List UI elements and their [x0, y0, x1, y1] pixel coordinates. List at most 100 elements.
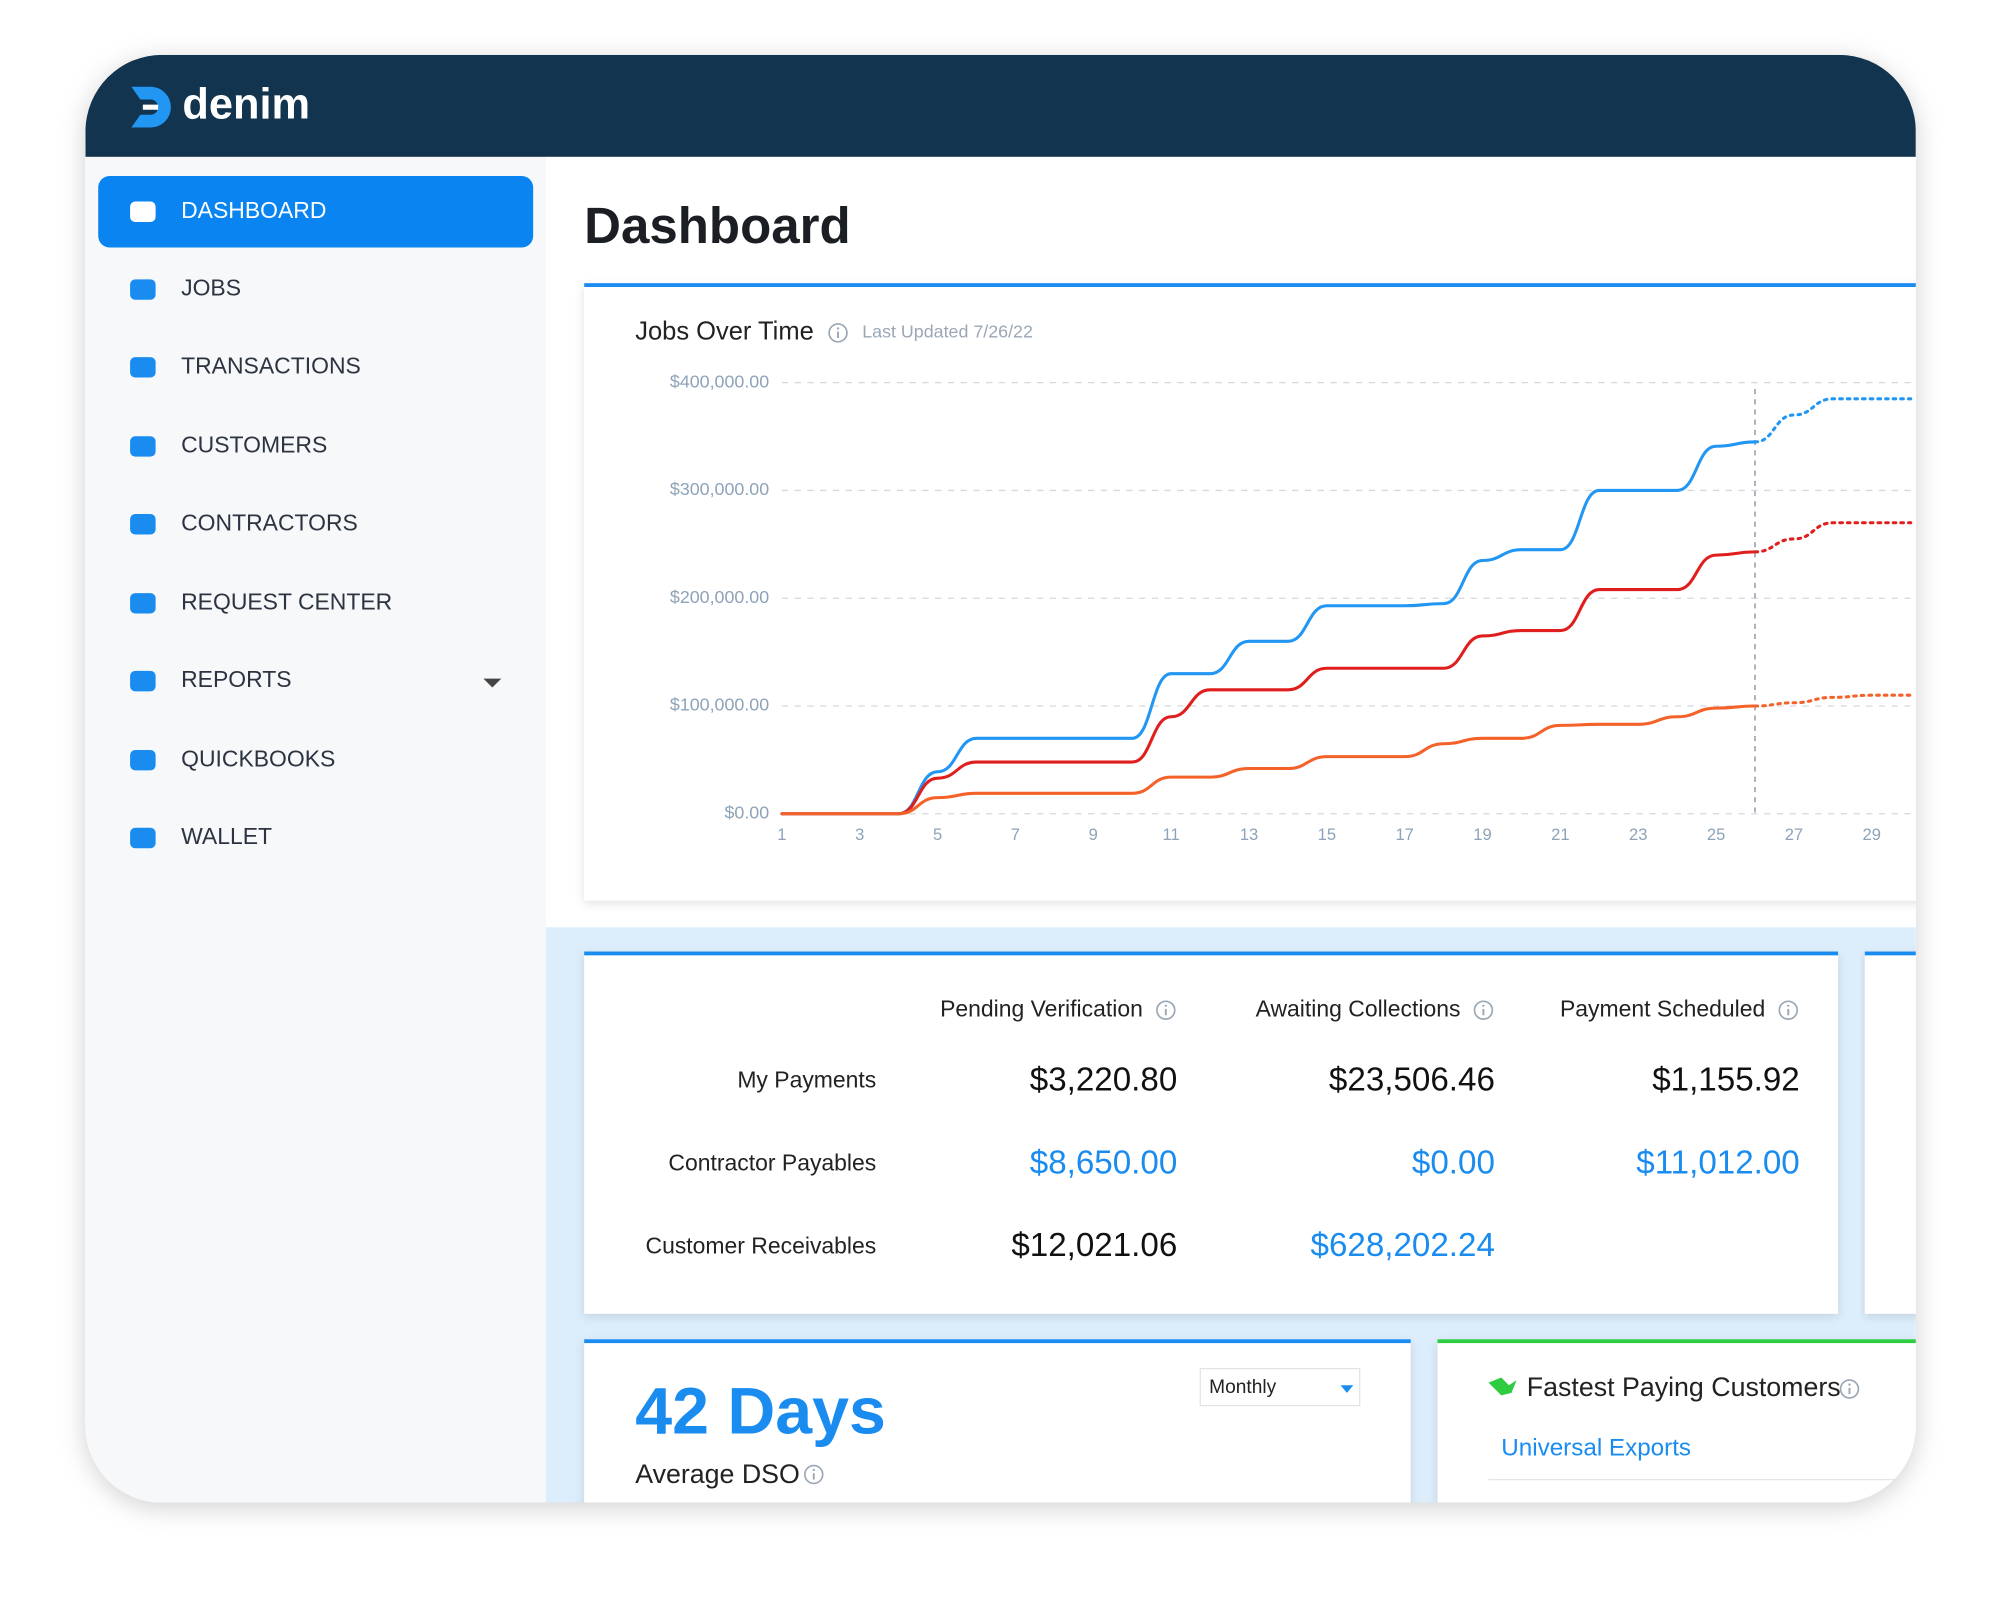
x-tick-label: 25 [1707, 825, 1725, 844]
row-label: Contractor Payables [668, 1150, 876, 1176]
x-tick-label: 29 [1863, 825, 1881, 844]
y-tick-label: $300,000.00 [670, 479, 769, 499]
amount: $11,012.00 [1636, 1144, 1799, 1181]
column-header: Payment Scheduled [1560, 995, 1765, 1021]
row-label: My Payments [737, 1067, 876, 1093]
sidebar [85, 156, 546, 1503]
x-tick-label: 3 [855, 825, 864, 844]
amount: $8,650.00 [1030, 1144, 1178, 1181]
info-icon [828, 323, 848, 343]
info-icon [1787, 1004, 1790, 1007]
amount: $3,220.80 [1030, 1061, 1178, 1098]
y-tick-label: $0.00 [724, 802, 769, 822]
series-line [780, 440, 1757, 816]
x-tick-label: 27 [1785, 825, 1803, 844]
nav-item[interactable]: WALLET [181, 823, 272, 849]
nav-item[interactable]: CONTRACTORS [181, 509, 358, 535]
nav-item[interactable]: TRANSACTIONS [181, 352, 361, 378]
nav-item[interactable]: JOBS [181, 275, 241, 301]
nav-icon[interactable] [130, 357, 156, 378]
info-icon [1473, 1000, 1494, 1020]
fastest-card [1437, 1340, 1916, 1503]
nav-icon[interactable] [130, 279, 156, 300]
brand: denim [182, 81, 310, 129]
dso-value: 42 Days [635, 1374, 886, 1448]
nav-icon[interactable] [130, 670, 156, 692]
x-tick-label: 7 [1011, 825, 1020, 844]
reports-caret[interactable] [483, 678, 502, 688]
x-tick-label: 15 [1318, 825, 1336, 844]
series-line [780, 550, 1757, 816]
info-icon [1164, 1004, 1167, 1007]
x-tick-label: 11 [1163, 825, 1180, 844]
x-tick-label: 19 [1473, 825, 1491, 844]
x-tick-label: 13 [1240, 825, 1258, 844]
x-tick-label: 1 [777, 825, 786, 844]
series-line [780, 704, 1757, 816]
period-value[interactable]: Monthly [1209, 1377, 1276, 1398]
logo-icon [131, 86, 171, 128]
card-border [584, 283, 1916, 287]
nav-item[interactable]: DASHBOARD [181, 197, 326, 223]
nav-item[interactable]: REQUEST CENTER [181, 588, 392, 614]
select-caret[interactable] [1340, 1385, 1354, 1393]
amount: $23,506.46 [1329, 1061, 1495, 1098]
projection-line [1753, 521, 1913, 554]
nav-icon[interactable] [130, 593, 156, 614]
amount: $0.00 [1412, 1144, 1495, 1181]
row-label: Customer Receivables [646, 1233, 877, 1259]
fastest-icon [1488, 1377, 1517, 1396]
nav-active[interactable] [98, 176, 534, 248]
column-header: Pending Verification [940, 995, 1143, 1021]
customer-link[interactable]: Universal Exports [1501, 1434, 1691, 1461]
nav-item[interactable]: CUSTOMERS [181, 431, 327, 457]
side-card [1864, 952, 1916, 1314]
y-tick-label: $400,000.00 [670, 371, 769, 391]
period-select[interactable] [1199, 1367, 1361, 1407]
nav-icon[interactable] [130, 436, 156, 457]
nav-icon[interactable] [130, 201, 156, 222]
nav-icon[interactable] [130, 750, 156, 771]
info-icon [812, 1468, 815, 1472]
projection-line [1753, 397, 1913, 444]
x-tick-label: 17 [1395, 825, 1413, 844]
column-header: Awaiting Collections [1256, 995, 1461, 1021]
nav-item[interactable]: QUICKBOOKS [181, 745, 335, 771]
chart-subtitle: Last Updated 7/26/22 [862, 322, 1033, 342]
nav-icon[interactable] [130, 514, 156, 535]
projection-line [1753, 693, 1913, 708]
card-border [584, 951, 1839, 956]
card-border [1437, 1339, 1916, 1344]
x-tick-label: 5 [933, 825, 942, 844]
info-icon [804, 1464, 824, 1485]
nav-icon[interactable] [130, 827, 156, 849]
info-icon [1839, 1379, 1860, 1399]
x-tick-label: 9 [1089, 825, 1098, 844]
chart-title: Jobs Over Time [635, 318, 814, 346]
card-border [584, 1339, 1411, 1344]
page-title: Dashboard [584, 197, 850, 254]
payments-card [584, 952, 1839, 1314]
dso-card [584, 1340, 1411, 1503]
y-tick-label: $100,000.00 [670, 695, 769, 715]
chart-card [584, 284, 1916, 901]
x-tick-label: 23 [1629, 825, 1647, 844]
info-icon [1848, 1383, 1851, 1386]
x-tick-label: 21 [1551, 825, 1569, 844]
header [85, 54, 1916, 157]
y-tick-label: $200,000.00 [670, 587, 769, 607]
amount: $1,155.92 [1652, 1061, 1800, 1098]
card-border [1864, 951, 1916, 956]
info-icon [1482, 1004, 1485, 1007]
info-icon [1156, 1000, 1176, 1020]
amount: $628,202.24 [1311, 1227, 1495, 1264]
info-icon [1778, 1000, 1799, 1020]
dso-label: Average DSO [635, 1459, 800, 1489]
info-icon [836, 327, 840, 330]
nav-item[interactable]: REPORTS [181, 666, 291, 692]
amount: $12,021.06 [1011, 1227, 1177, 1264]
fastest-title: Fastest Paying Customers [1527, 1372, 1841, 1402]
app: denim Dashboard Jobs Over Time Last Upda… [85, 54, 1916, 1503]
